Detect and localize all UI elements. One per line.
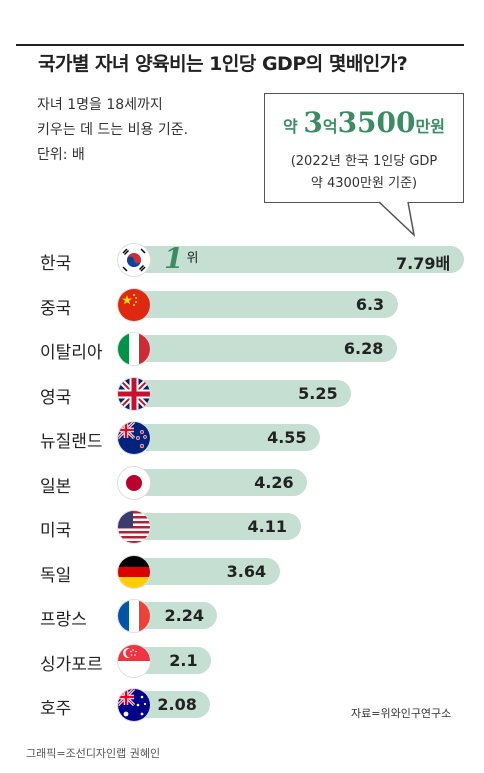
value-label: 3.64 bbox=[226, 561, 267, 581]
bar-row: 중국 6.3 bbox=[0, 288, 484, 322]
italy-flag-icon bbox=[118, 333, 150, 365]
value-label: 4.55 bbox=[267, 428, 307, 447]
bar-row: 뉴질랜드 4.55 bbox=[0, 421, 484, 455]
singapore-flag-icon bbox=[118, 644, 150, 677]
bar bbox=[118, 335, 397, 362]
callout-note: (2022년 한국 1인당 GDP bbox=[290, 154, 438, 169]
value-label: 2.1 bbox=[169, 650, 198, 670]
country-label: 미국 bbox=[40, 521, 72, 541]
country-label: 중국 bbox=[40, 298, 72, 319]
description-line: 자녀 1명을 18세까지 bbox=[37, 97, 163, 113]
rank-number: 1 bbox=[164, 242, 184, 275]
bar-row: 미국 4.11 bbox=[0, 510, 484, 544]
bar-row: 프랑스 2.24 bbox=[0, 599, 484, 633]
country-label: 프랑스 bbox=[40, 610, 87, 630]
country-label: 일본 bbox=[40, 476, 72, 497]
bar-row: 일본 4.26 bbox=[0, 466, 484, 500]
usa-flag-icon bbox=[118, 511, 150, 543]
france-flag-icon bbox=[118, 600, 150, 632]
country-label: 이탈리아 bbox=[40, 343, 103, 363]
value-label: 5.25 bbox=[298, 383, 338, 403]
bar-row: 영국 5.25 bbox=[0, 377, 484, 411]
rank-suffix: 위 bbox=[186, 251, 199, 266]
bar-row: 독일 3.64 bbox=[0, 555, 484, 589]
value-label: 6.3 bbox=[355, 294, 385, 314]
country-label: 독일 bbox=[40, 565, 72, 586]
country-label: 뉴질랜드 bbox=[40, 432, 103, 452]
china-flag-icon bbox=[118, 288, 150, 321]
bar-row: 한국 1 위 7.79배 bbox=[0, 242, 484, 277]
new-zealand-flag-icon bbox=[118, 422, 150, 454]
germany-flag-icon bbox=[118, 555, 150, 588]
japan-flag-icon bbox=[118, 466, 150, 499]
bar-row: 싱가포르 2.1 bbox=[0, 644, 484, 678]
value-label: 7.79배 bbox=[396, 254, 451, 273]
value-label: 2.24 bbox=[164, 606, 204, 625]
country-label: 영국 bbox=[40, 387, 72, 408]
unit-note: 단위: 배 bbox=[37, 147, 85, 163]
source-note: 자료=위와인구연구소 bbox=[351, 707, 452, 720]
callout-pointer bbox=[378, 201, 416, 237]
chart-title: 국가별 자녀 양육비는 1인당 GDP의 몇배인가? bbox=[38, 53, 408, 75]
bar-row: 이탈리아 6.28 bbox=[0, 332, 484, 366]
value-label: 2.08 bbox=[157, 695, 197, 714]
bar bbox=[118, 424, 321, 451]
australia-flag-icon bbox=[118, 689, 150, 721]
bar bbox=[118, 290, 398, 318]
description-line: 키우는 데 드는 비용 기준. bbox=[37, 122, 189, 138]
country-label: 한국 bbox=[40, 254, 72, 274]
bar bbox=[118, 246, 464, 273]
uk-flag-icon bbox=[118, 377, 150, 410]
value-label: 6.28 bbox=[343, 339, 384, 358]
callout-box: 약 3억3500만원 (2022년 한국 1인당 GDP 약 4300만원 기준… bbox=[264, 93, 464, 203]
value-label: 4.11 bbox=[247, 517, 288, 536]
country-label: 싱가포르 bbox=[40, 654, 103, 675]
bar-row: 호주 2.08 bbox=[0, 688, 484, 722]
top-rule bbox=[16, 44, 464, 46]
value-label: 4.26 bbox=[254, 472, 294, 492]
bar bbox=[118, 379, 352, 407]
korea-flag-icon bbox=[118, 244, 150, 276]
callout-note: 약 4300만원 기준) bbox=[310, 176, 418, 191]
country-label: 호주 bbox=[40, 699, 72, 719]
callout-amount: 약 3억3500만원 bbox=[283, 106, 445, 139]
graphic-credit: 그래픽=조선디자인랩 권혜인 bbox=[26, 747, 161, 760]
